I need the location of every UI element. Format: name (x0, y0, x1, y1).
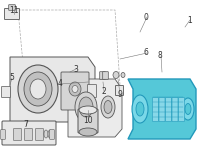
FancyBboxPatch shape (1, 130, 5, 139)
FancyBboxPatch shape (103, 72, 108, 79)
Ellipse shape (101, 96, 115, 118)
Ellipse shape (104, 101, 112, 113)
Ellipse shape (69, 82, 81, 96)
Ellipse shape (44, 130, 48, 138)
FancyBboxPatch shape (4, 9, 20, 20)
FancyBboxPatch shape (50, 130, 54, 139)
FancyBboxPatch shape (159, 97, 165, 122)
Text: 1: 1 (188, 16, 192, 25)
Ellipse shape (75, 92, 97, 122)
FancyBboxPatch shape (153, 97, 158, 122)
Text: 0: 0 (144, 13, 148, 22)
Text: 5: 5 (10, 73, 14, 82)
Ellipse shape (136, 102, 144, 116)
FancyBboxPatch shape (179, 97, 184, 122)
Ellipse shape (79, 128, 97, 136)
Ellipse shape (72, 86, 78, 92)
FancyBboxPatch shape (2, 86, 10, 97)
Ellipse shape (30, 79, 46, 99)
Text: 4: 4 (58, 79, 62, 88)
Text: 7: 7 (24, 120, 28, 130)
FancyBboxPatch shape (166, 97, 172, 122)
FancyBboxPatch shape (61, 72, 89, 110)
Text: 6: 6 (144, 48, 148, 57)
Ellipse shape (24, 72, 52, 106)
Ellipse shape (48, 130, 52, 138)
Polygon shape (128, 79, 196, 139)
FancyBboxPatch shape (116, 86, 124, 96)
FancyBboxPatch shape (100, 72, 105, 79)
Ellipse shape (121, 72, 125, 77)
Ellipse shape (18, 65, 58, 113)
FancyBboxPatch shape (172, 97, 178, 122)
Ellipse shape (79, 106, 97, 114)
FancyBboxPatch shape (88, 85, 96, 97)
Ellipse shape (185, 103, 191, 115)
Text: 9: 9 (118, 90, 122, 99)
Text: 3: 3 (74, 65, 78, 74)
Text: 10: 10 (83, 116, 93, 125)
Ellipse shape (182, 98, 194, 120)
FancyBboxPatch shape (24, 128, 32, 141)
Ellipse shape (79, 97, 93, 117)
FancyBboxPatch shape (9, 5, 15, 10)
Polygon shape (68, 79, 122, 137)
Text: 11: 11 (9, 6, 19, 15)
Ellipse shape (132, 95, 148, 123)
Text: 8: 8 (158, 51, 162, 60)
Polygon shape (10, 57, 95, 122)
FancyBboxPatch shape (78, 109, 98, 133)
FancyBboxPatch shape (36, 128, 44, 141)
FancyBboxPatch shape (2, 121, 56, 145)
FancyBboxPatch shape (14, 128, 22, 141)
Text: 2: 2 (102, 87, 106, 96)
Ellipse shape (113, 71, 119, 78)
